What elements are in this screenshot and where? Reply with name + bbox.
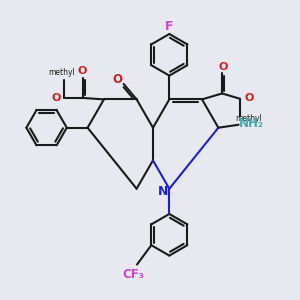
Text: methyl: methyl xyxy=(236,114,262,123)
Text: NH₂: NH₂ xyxy=(238,117,264,130)
Text: N: N xyxy=(158,185,169,198)
Text: O: O xyxy=(218,62,227,72)
Text: O: O xyxy=(77,66,87,76)
Text: CF₃: CF₃ xyxy=(122,268,144,281)
Text: F: F xyxy=(165,20,174,33)
Text: O: O xyxy=(244,93,254,103)
Text: O: O xyxy=(113,73,123,86)
Text: methyl: methyl xyxy=(48,68,74,76)
Text: O: O xyxy=(51,93,61,103)
